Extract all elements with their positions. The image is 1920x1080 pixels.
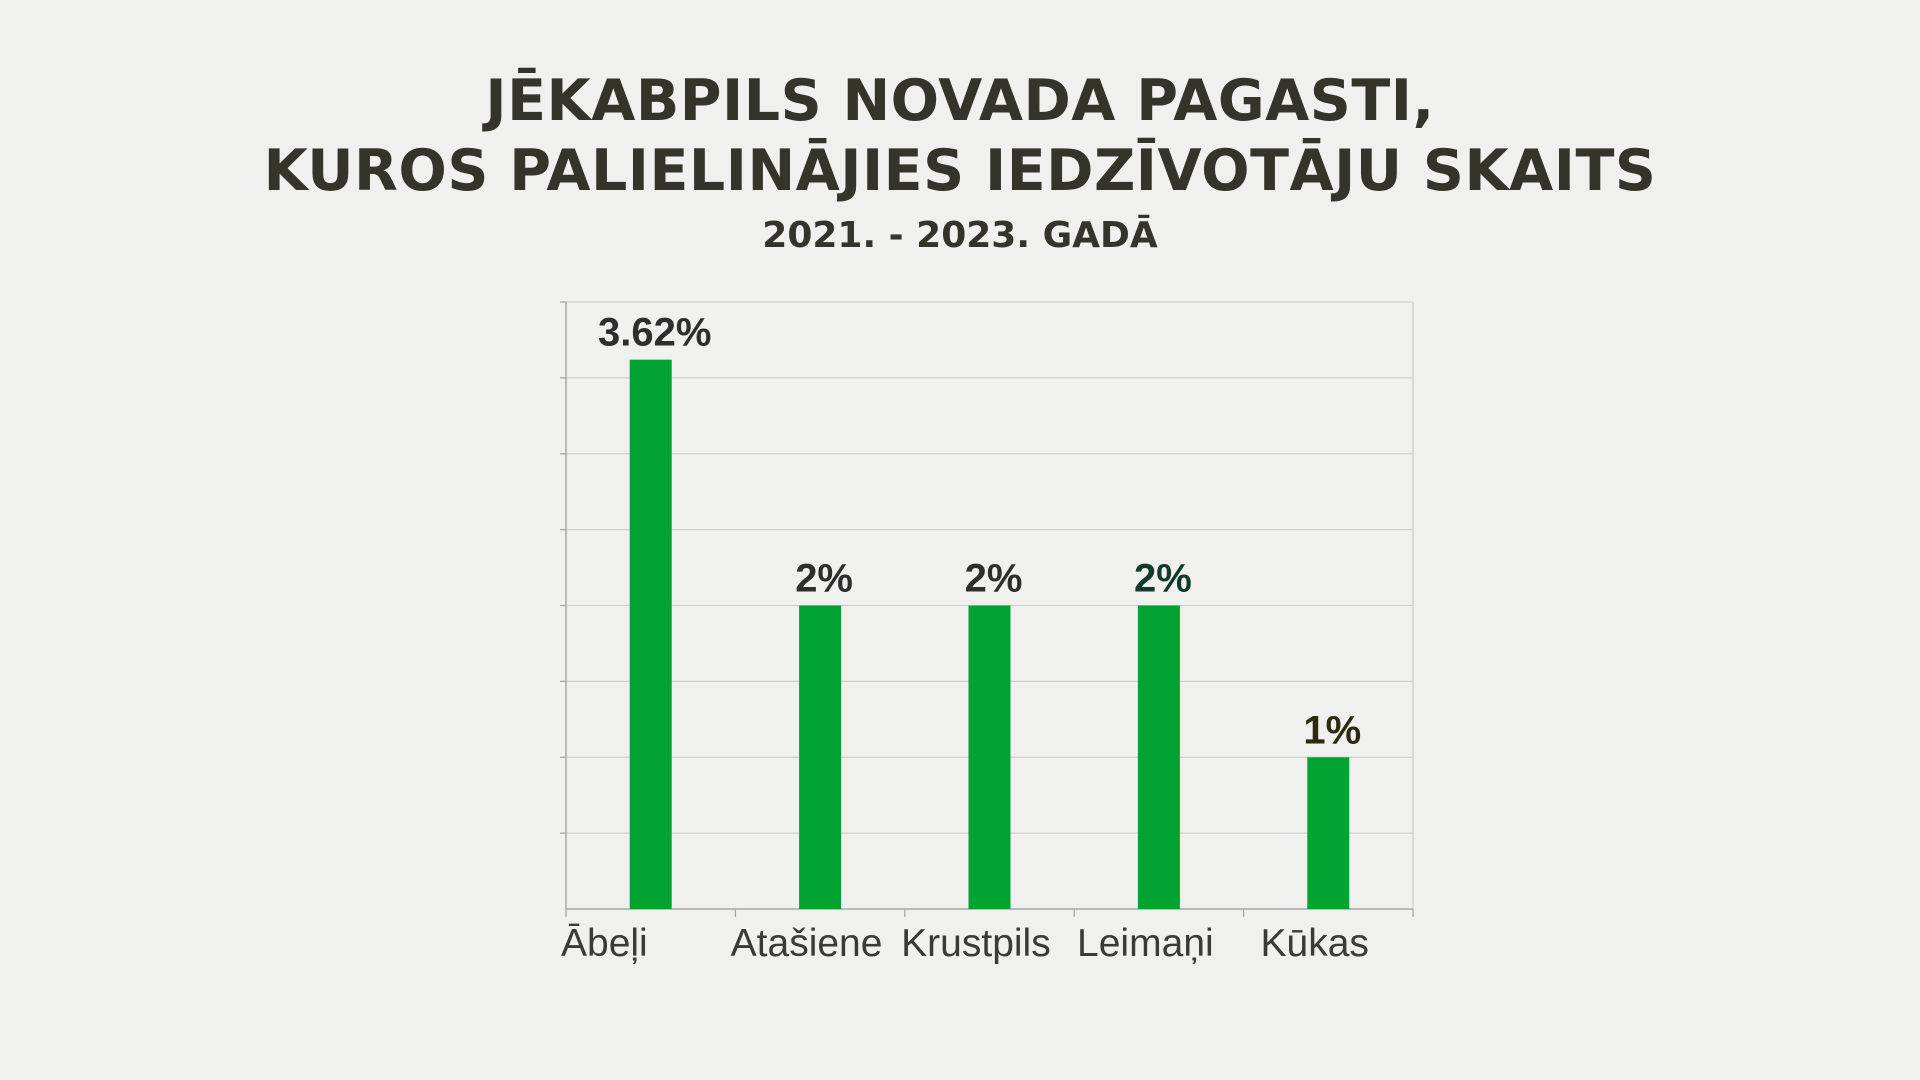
data-label: 3.62% bbox=[598, 311, 711, 355]
bar bbox=[629, 359, 672, 909]
x-tick-label: Kūkas bbox=[1261, 922, 1369, 965]
x-tick-label: Leimaņi bbox=[1077, 922, 1214, 965]
bar bbox=[968, 605, 1011, 909]
x-tick-label: Ābeļi bbox=[561, 922, 648, 965]
x-tick-label: Atašiene bbox=[731, 922, 883, 965]
data-label: 2% bbox=[965, 557, 1023, 601]
x-tick-label: Krustpils bbox=[901, 922, 1051, 965]
bar bbox=[1307, 757, 1350, 909]
chart-title-block: JĒKABPILS NOVADA PAGASTI, KUROS PALIELIN… bbox=[0, 66, 1920, 258]
chart-subtitle: 2021. - 2023. GADĀ bbox=[762, 215, 1158, 256]
chart-title-line-1: JĒKABPILS NOVADA PAGASTI, bbox=[485, 68, 1435, 134]
data-label: 1% bbox=[1303, 708, 1361, 752]
bar bbox=[1137, 605, 1180, 909]
data-label: 2% bbox=[1134, 557, 1192, 601]
bar bbox=[799, 605, 842, 909]
data-label: 2% bbox=[795, 557, 853, 601]
chart-title-line-2: KUROS PALIELINĀJIES IEDZĪVOTĀJU SKAITS bbox=[263, 138, 1657, 204]
